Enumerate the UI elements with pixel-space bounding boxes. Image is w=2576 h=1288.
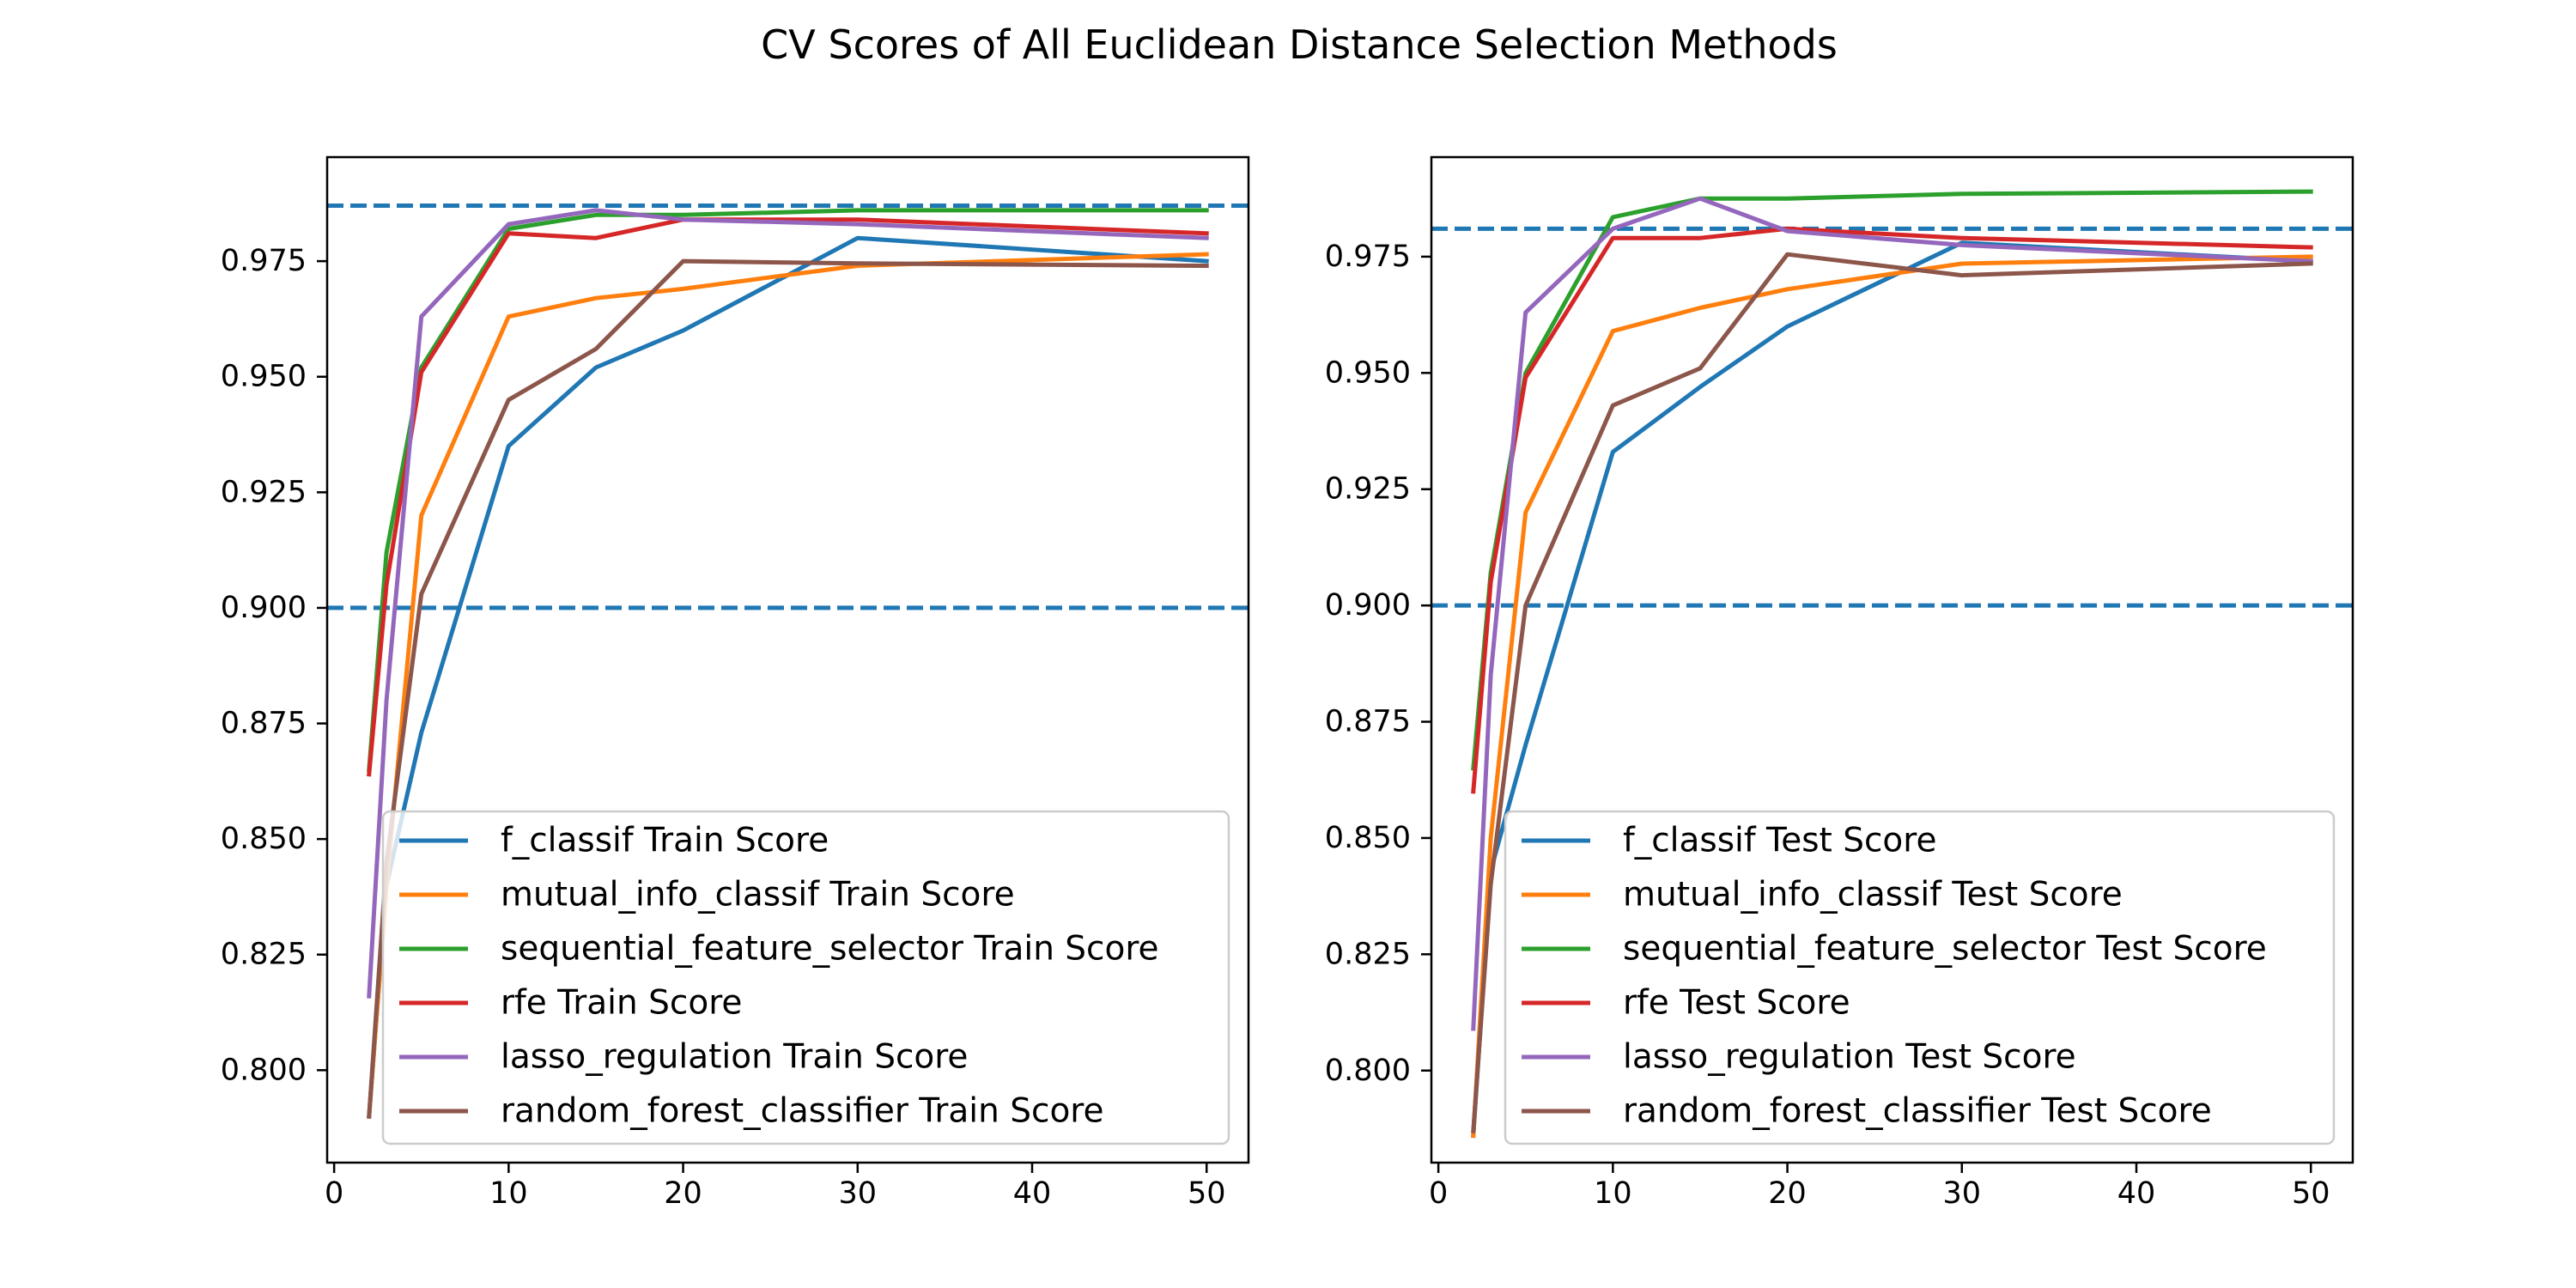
series-line-rfe bbox=[367, 217, 1209, 777]
legend-label-mutual-info-classif: mutual_info_classif Train Score bbox=[501, 876, 1015, 914]
legend-box bbox=[1504, 810, 2336, 1145]
legend-label-random-forest-classifier: random_forest_classifier Train Score bbox=[501, 1092, 1103, 1131]
legend-label-mutual-info-classif: mutual_info_classif Test Score bbox=[1623, 876, 2123, 914]
chart-panel-1: 0 10 20 30 40 50 0.800 0.825 0.850 0.875 0.900 0.92… bbox=[221, 155, 1250, 1211]
axes-frame bbox=[1430, 155, 2354, 1164]
y-tick-label: 0.900 bbox=[221, 591, 307, 625]
x-tick-label: 0 bbox=[325, 1176, 343, 1211]
legend-label-f-classif: f_classif Train Score bbox=[501, 822, 829, 860]
y-tick-label: 0.975 bbox=[1325, 240, 1411, 274]
y-tick-label: 0.825 bbox=[221, 938, 307, 972]
chart-panel-2: 0 10 20 30 40 50 0.800 0.825 0.850 0.875 0.900 0.92… bbox=[1325, 155, 2354, 1211]
y-tick-label: 0.800 bbox=[221, 1053, 307, 1087]
legend-label-rfe: rfe Test Score bbox=[1623, 984, 1850, 1023]
y-tick-label: 0.925 bbox=[1325, 472, 1411, 507]
suptitle: CV Scores of All Euclidean Distance Sele… bbox=[761, 21, 1838, 68]
legend-label-lasso-regulation: lasso_regulation Train Score bbox=[501, 1038, 968, 1077]
legend-label-rfe: rfe Train Score bbox=[501, 984, 742, 1023]
x-tick-label: 40 bbox=[2117, 1176, 2156, 1211]
x-tick-label: 40 bbox=[1013, 1176, 1052, 1211]
legend: f_classif Test Score mutual_info_classif … bbox=[1504, 810, 2336, 1145]
y-tick-label: 0.900 bbox=[1325, 588, 1411, 623]
series-line-lasso-regulation bbox=[367, 208, 1209, 999]
axes-frame bbox=[325, 155, 1250, 1164]
y-tick-label: 0.975 bbox=[221, 244, 307, 278]
legend-label-f-classif: f_classif Test Score bbox=[1623, 822, 1936, 860]
x-tick-label: 0 bbox=[1429, 1176, 1448, 1211]
x-tick-label: 10 bbox=[489, 1176, 528, 1211]
series-line-lasso-regulation bbox=[1471, 196, 2313, 1031]
x-tick-label: 20 bbox=[1768, 1176, 1807, 1211]
y-tick-label: 0.800 bbox=[1325, 1054, 1411, 1088]
y-tick-label: 0.825 bbox=[1325, 937, 1411, 971]
y-tick-label: 0.875 bbox=[221, 707, 307, 741]
legend-label-sequential-feature-selector: sequential_feature_selector Test Score bbox=[1623, 930, 2267, 969]
legend-label-lasso-regulation: lasso_regulation Test Score bbox=[1623, 1038, 2076, 1077]
series-line-sequential-feature-selector bbox=[367, 208, 1209, 773]
legend-box bbox=[381, 810, 1230, 1145]
series-line-mutual-info-classif bbox=[1471, 254, 2313, 1139]
y-tick-label: 0.950 bbox=[221, 360, 307, 394]
legend: f_classif Train Score mutual_info_classif… bbox=[381, 810, 1230, 1145]
x-tick-label: 30 bbox=[1943, 1176, 1982, 1211]
legend-label-sequential-feature-selector: sequential_feature_selector Train Score bbox=[501, 930, 1159, 969]
x-tick-label: 20 bbox=[664, 1176, 702, 1211]
x-tick-label: 10 bbox=[1594, 1176, 1632, 1211]
x-tick-label: 30 bbox=[839, 1176, 878, 1211]
y-tick-label: 0.950 bbox=[1325, 355, 1411, 390]
plots: 0 10 20 30 40 50 0.800 0.825 0.850 0.875 0.900 0.92… bbox=[221, 155, 2354, 1211]
y-tick-label: 0.925 bbox=[221, 475, 307, 509]
y-tick-label: 0.850 bbox=[221, 822, 307, 856]
y-tick-label: 0.875 bbox=[1325, 705, 1411, 739]
x-tick-label: 50 bbox=[2292, 1176, 2330, 1211]
x-tick-label: 50 bbox=[1188, 1176, 1226, 1211]
y-tick-label: 0.850 bbox=[1325, 821, 1411, 855]
series-line-random-forest-classifier bbox=[1471, 252, 2313, 1133]
series-line-rfe bbox=[1471, 226, 2313, 794]
legend-label-random-forest-classifier: random_forest_classifier Test Score bbox=[1623, 1092, 2212, 1131]
